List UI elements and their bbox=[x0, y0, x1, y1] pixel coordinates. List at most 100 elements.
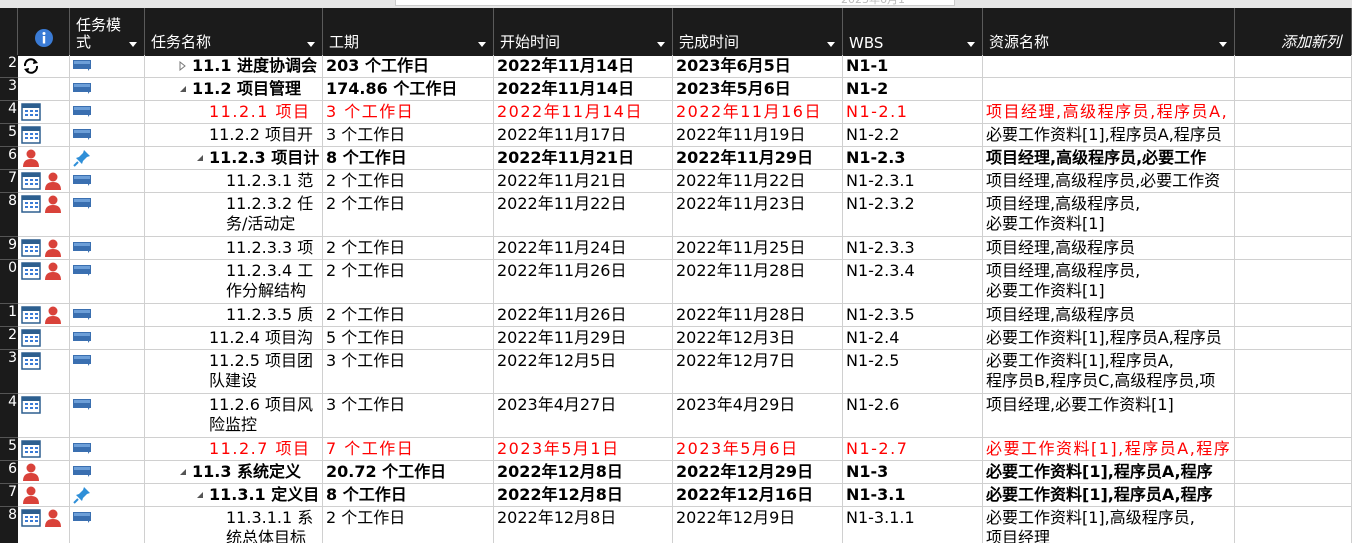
row-number: 1 bbox=[0, 304, 18, 327]
row-number: 8 bbox=[0, 507, 18, 543]
mode-icon bbox=[73, 309, 91, 320]
column-header[interactable]: 工期 bbox=[323, 8, 494, 56]
task-name-cell: 11.2.3.1 范围 bbox=[145, 170, 323, 193]
duration-cell: 8 个工作日 bbox=[323, 147, 494, 170]
person-icon bbox=[45, 509, 61, 527]
start-cell: 2022年12月8日 bbox=[494, 461, 673, 484]
outline-toggle[interactable] bbox=[196, 490, 204, 500]
outline-toggle[interactable] bbox=[179, 84, 187, 94]
calendar-icon bbox=[21, 262, 41, 280]
dropdown-arrow[interactable] bbox=[1219, 42, 1227, 47]
outline-toggle[interactable] bbox=[179, 467, 187, 477]
dropdown-arrow[interactable] bbox=[827, 42, 835, 47]
wbs-cell: N1-1 bbox=[843, 55, 983, 78]
task-name-cell: 11.2.2 项目开工 bbox=[145, 124, 323, 147]
row-number: 4 bbox=[0, 101, 18, 124]
outline-toggle[interactable] bbox=[179, 61, 187, 71]
start-cell: 2022年11月29日 bbox=[494, 327, 673, 350]
column-header[interactable]: 开始时间 bbox=[494, 8, 673, 56]
info-icon bbox=[35, 29, 53, 47]
task-name-cell: 11.2.3.5 质量 bbox=[145, 304, 323, 327]
person-icon bbox=[45, 239, 61, 257]
task-name-cell: 11.3 系统定义 bbox=[145, 461, 323, 484]
resources-cell: 项目经理,高级程序员,必要工作资 bbox=[983, 170, 1235, 193]
duration-cell: 2 个工作日 bbox=[323, 260, 494, 304]
wbs-cell: N1-3.1.1 bbox=[843, 507, 983, 543]
wbs-cell: N1-2.3.3 bbox=[843, 237, 983, 260]
wbs-cell: N1-2.4 bbox=[843, 327, 983, 350]
task-name: 11.2 项目管理 bbox=[192, 79, 302, 98]
resources-cell bbox=[983, 78, 1235, 101]
dropdown-arrow[interactable] bbox=[967, 42, 975, 47]
row-number: 5 bbox=[0, 124, 18, 147]
mode-icon bbox=[73, 487, 90, 504]
header-label: WBS bbox=[849, 34, 884, 52]
add-column-cell bbox=[1235, 394, 1352, 438]
add-column-cell bbox=[1235, 193, 1352, 237]
dropdown-arrow[interactable] bbox=[478, 42, 486, 47]
mode-icon bbox=[73, 150, 90, 167]
start-cell: 2022年11月21日 bbox=[494, 170, 673, 193]
add-column-header[interactable]: 添加新列 bbox=[1235, 8, 1352, 56]
wbs-cell: N1-2.2 bbox=[843, 124, 983, 147]
finish-cell: 2022年12月3日 bbox=[673, 327, 843, 350]
header-label: 添加新列 bbox=[1280, 33, 1341, 51]
mode-icon bbox=[73, 443, 91, 454]
wbs-cell: N1-2.3.4 bbox=[843, 260, 983, 304]
resources-cell: 项目经理,高级程序员,程序员A, bbox=[983, 101, 1235, 124]
person-icon bbox=[23, 486, 39, 504]
task-name-cell: 11.3.1 定义目标 bbox=[145, 484, 323, 507]
calendar-icon bbox=[21, 172, 41, 190]
column-header[interactable]: 任务名称 bbox=[145, 8, 323, 56]
start-cell: 2022年12月8日 bbox=[494, 507, 673, 543]
task-name-cell: 11.2.4 项目沟通 bbox=[145, 327, 323, 350]
row-number: 5 bbox=[0, 438, 18, 461]
calendar-icon bbox=[21, 352, 41, 370]
task-mode bbox=[70, 304, 145, 327]
duration-cell: 3 个工作日 bbox=[323, 394, 494, 438]
add-column-cell bbox=[1235, 55, 1352, 78]
header-label: 开始时间 bbox=[500, 33, 561, 51]
row-number: 3 bbox=[0, 350, 18, 394]
start-cell: 2022年11月26日 bbox=[494, 304, 673, 327]
column-header[interactable]: 任务模式 bbox=[70, 8, 145, 56]
mode-icon bbox=[73, 175, 91, 186]
dropdown-arrow[interactable] bbox=[129, 42, 137, 47]
mode-icon bbox=[73, 399, 91, 410]
indicators bbox=[18, 237, 70, 260]
task-mode bbox=[70, 101, 145, 124]
add-column-cell bbox=[1235, 304, 1352, 327]
row-number: 3 bbox=[0, 78, 18, 101]
add-column-cell bbox=[1235, 260, 1352, 304]
start-cell: 2022年11月14日 bbox=[494, 55, 673, 78]
column-header[interactable]: WBS bbox=[843, 8, 983, 56]
indicators bbox=[18, 193, 70, 237]
resources-cell: 项目经理,高级程序员 bbox=[983, 304, 1235, 327]
calendar-icon bbox=[21, 396, 41, 414]
column-header[interactable]: 资源名称 bbox=[983, 8, 1235, 56]
row-number: 0 bbox=[0, 260, 18, 304]
resources-cell: 项目经理,必要工作资料[1] bbox=[983, 394, 1235, 438]
outline-toggle[interactable] bbox=[196, 153, 204, 163]
task-mode bbox=[70, 350, 145, 394]
mode-icon bbox=[73, 265, 91, 276]
dropdown-arrow[interactable] bbox=[657, 42, 665, 47]
header-label: 资源名称 bbox=[989, 33, 1050, 51]
column-header[interactable]: 完成时间 bbox=[673, 8, 843, 56]
finish-cell: 2022年11月23日 bbox=[673, 193, 843, 237]
dropdown-arrow[interactable] bbox=[307, 42, 315, 47]
task-name: 11.2.5 项目团 队建设 bbox=[209, 351, 313, 390]
resources-cell bbox=[983, 55, 1235, 78]
wbs-cell: N1-2 bbox=[843, 78, 983, 101]
task-name-cell: 11.2.7 项目收 bbox=[145, 438, 323, 461]
task-mode bbox=[70, 237, 145, 260]
resources-cell: 必要工作资料[1],程序员A,程序 bbox=[983, 484, 1235, 507]
duration-cell: 174.86 个工作日 bbox=[323, 78, 494, 101]
wbs-cell: N1-2.1 bbox=[843, 101, 983, 124]
start-cell: 2022年12月8日 bbox=[494, 484, 673, 507]
task-mode bbox=[70, 55, 145, 78]
finish-cell: 2022年11月16日 bbox=[673, 101, 843, 124]
task-name-cell: 11.2.3 项目计划 bbox=[145, 147, 323, 170]
person-icon bbox=[45, 195, 61, 213]
task-name: 11.3 系统定义 bbox=[192, 462, 302, 481]
